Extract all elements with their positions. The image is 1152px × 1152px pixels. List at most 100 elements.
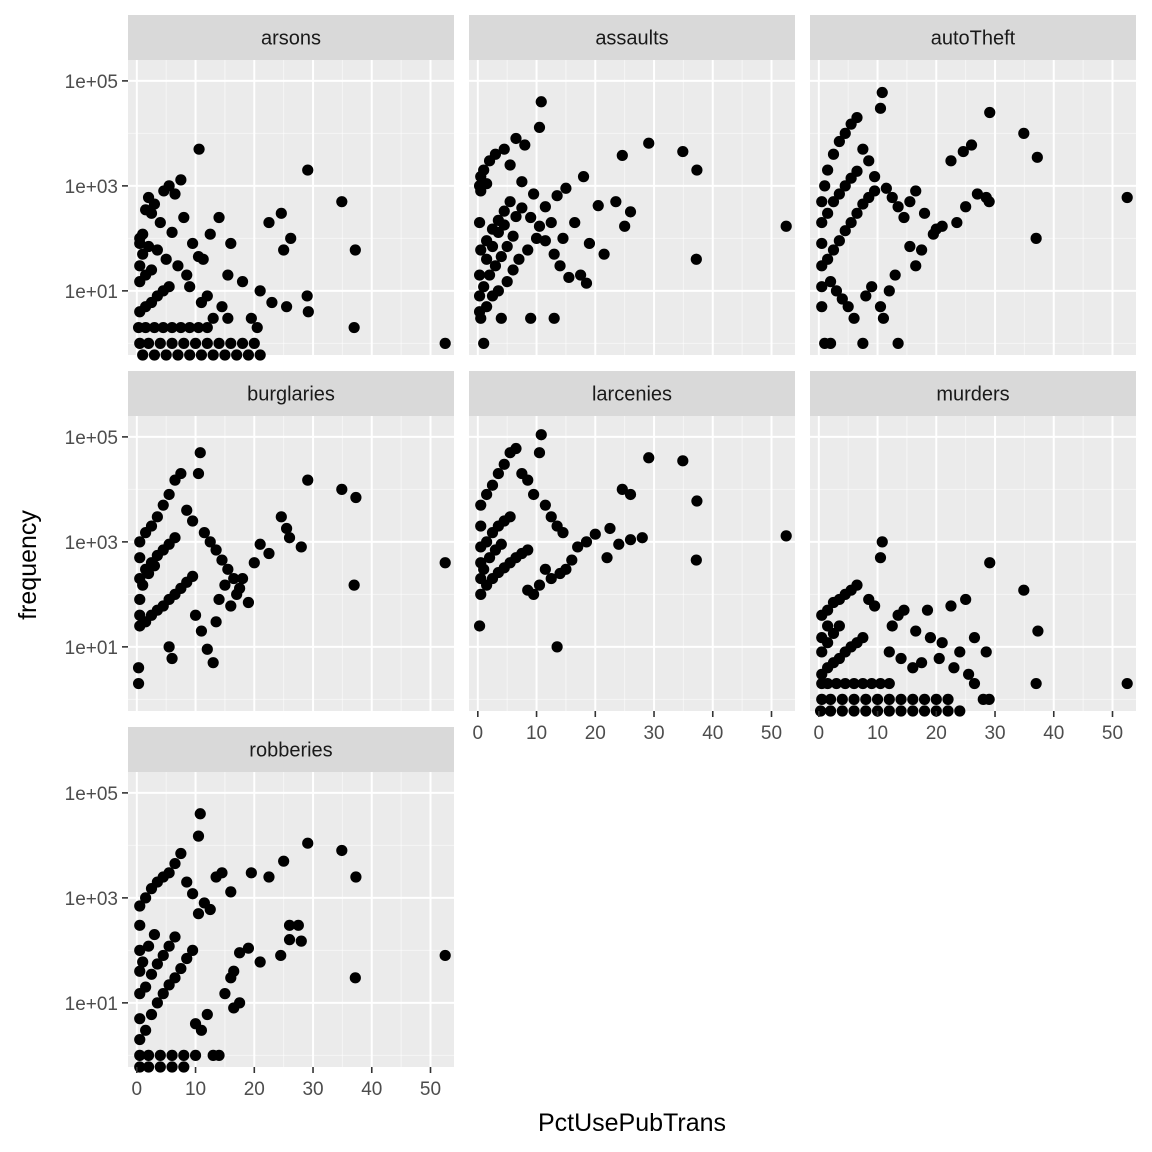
- data-point: [895, 693, 907, 705]
- data-point: [816, 281, 828, 293]
- data-point: [904, 240, 916, 253]
- data-point: [833, 620, 845, 632]
- data-point: [475, 244, 487, 256]
- data-point: [845, 216, 857, 229]
- y-tick-label: 1e+01: [65, 638, 118, 659]
- data-point: [475, 499, 487, 511]
- data-point: [816, 237, 828, 250]
- data-point: [236, 572, 249, 585]
- data-point: [166, 1049, 178, 1061]
- data-point: [566, 554, 578, 566]
- data-point: [522, 474, 534, 486]
- data-point: [498, 143, 510, 155]
- data-point: [892, 337, 904, 349]
- data-point: [134, 260, 146, 272]
- facet-burglaries: burglaries 1e+01 1e+03 1e+05: [65, 371, 454, 711]
- data-point: [266, 296, 278, 309]
- data-point: [533, 579, 546, 591]
- data-point: [528, 488, 540, 501]
- data-point: [151, 511, 163, 523]
- data-point: [895, 652, 907, 665]
- data-point: [242, 349, 255, 361]
- data-point: [222, 563, 234, 575]
- data-point: [691, 495, 703, 507]
- data-point: [207, 1049, 219, 1061]
- data-point: [643, 137, 655, 149]
- facet-arsons: arsons 1e+01 1e+03 1e+05: [65, 15, 454, 361]
- data-point: [845, 118, 857, 130]
- data-point: [195, 296, 208, 309]
- data-point: [145, 1008, 158, 1021]
- data-point: [501, 276, 513, 288]
- data-point: [169, 972, 181, 984]
- data-point: [134, 593, 146, 606]
- data-point: [248, 337, 260, 349]
- data-point: [478, 337, 490, 349]
- data-point: [151, 244, 163, 256]
- data-point: [866, 281, 878, 293]
- data-point: [533, 447, 546, 459]
- x-tick-label: 50: [1102, 723, 1123, 744]
- data-point: [610, 196, 622, 208]
- data-point: [883, 285, 895, 297]
- data-point: [134, 536, 146, 548]
- data-point: [187, 570, 199, 582]
- data-point: [874, 677, 887, 690]
- data-point: [154, 1049, 166, 1061]
- facet-strip-label: murders: [936, 384, 1009, 406]
- data-point: [577, 171, 590, 183]
- data-point: [874, 552, 887, 564]
- data-point: [814, 705, 827, 717]
- data-point: [816, 196, 828, 208]
- data-point: [921, 604, 934, 616]
- data-point: [822, 164, 834, 176]
- data-point: [942, 705, 954, 717]
- data-point: [166, 321, 178, 334]
- data-point: [157, 499, 169, 511]
- data-point: [827, 627, 840, 640]
- data-point: [486, 479, 499, 491]
- data-point: [836, 693, 848, 705]
- data-point: [192, 250, 205, 263]
- data-point: [816, 646, 828, 658]
- data-point: [163, 641, 175, 653]
- data-point: [189, 609, 202, 621]
- data-point: [839, 180, 851, 192]
- data-point: [236, 276, 249, 288]
- data-point: [557, 527, 569, 539]
- data-point: [833, 235, 845, 247]
- data-point: [169, 931, 181, 943]
- data-point: [513, 253, 525, 265]
- data-point: [539, 499, 551, 511]
- data-point: [148, 560, 161, 572]
- data-point: [545, 216, 557, 229]
- data-point: [833, 188, 845, 200]
- data-point: [348, 321, 360, 334]
- data-point: [857, 337, 869, 349]
- data-point: [348, 579, 360, 591]
- data-point: [163, 940, 175, 952]
- data-point: [836, 293, 848, 305]
- data-point: [278, 244, 290, 256]
- data-point: [519, 139, 531, 151]
- data-point: [145, 883, 158, 895]
- data-point: [134, 1013, 146, 1025]
- data-point: [172, 260, 184, 272]
- data-point: [222, 312, 234, 324]
- data-point: [134, 1049, 146, 1061]
- data-point: [880, 182, 892, 194]
- data-point: [616, 149, 628, 162]
- data-point: [201, 1008, 213, 1021]
- data-point: [839, 677, 851, 690]
- data-point: [598, 248, 610, 260]
- data-point: [225, 600, 237, 612]
- data-point: [489, 260, 502, 272]
- data-point: [616, 483, 628, 495]
- data-point: [134, 919, 146, 931]
- data-point: [483, 155, 496, 167]
- data-point: [869, 171, 881, 183]
- data-point: [195, 1024, 208, 1036]
- data-point: [933, 652, 945, 665]
- data-point: [157, 949, 169, 962]
